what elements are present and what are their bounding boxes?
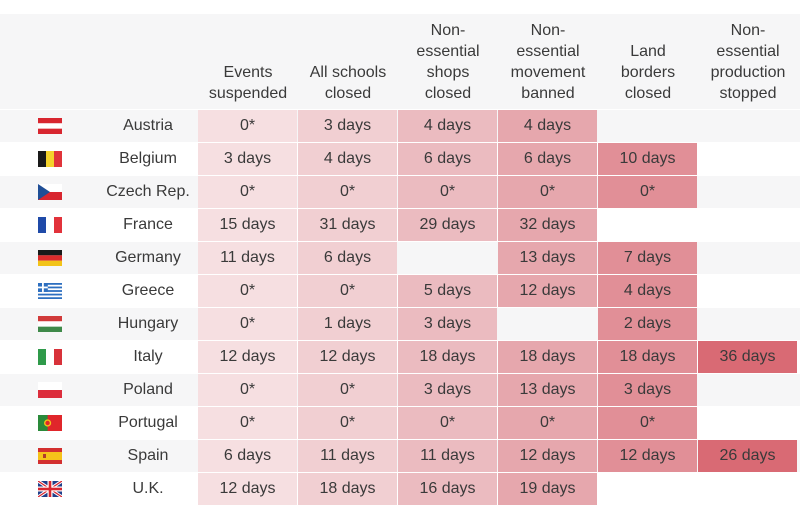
- france-flag-icon: [38, 217, 62, 233]
- measure-cell: 0*: [398, 407, 497, 439]
- germany-flag-icon: [38, 250, 62, 266]
- measure-cell: 18 days: [298, 473, 397, 505]
- measure-cell: 4 days: [498, 110, 597, 142]
- country-label: Portugal: [118, 414, 178, 431]
- measure-cell: 11 days: [398, 440, 497, 472]
- hungary-flag-icon: [38, 316, 62, 332]
- measure-cell: 1 days: [298, 308, 397, 340]
- measure-cell: 0*: [198, 176, 297, 208]
- measure-cell: 12 days: [298, 341, 397, 373]
- spain-flag-icon: [38, 448, 62, 464]
- column-header: Land borders closed: [620, 43, 676, 102]
- czech-flag-icon: [38, 184, 62, 200]
- measure-cell: 3 days: [598, 374, 697, 406]
- column-header: All schools closed: [309, 64, 387, 102]
- country-label: France: [123, 216, 173, 233]
- measure-cell: 0*: [398, 176, 497, 208]
- measure-cell: 6 days: [298, 242, 397, 274]
- measure-cell: 0*: [598, 407, 697, 439]
- measure-cell: 12 days: [198, 341, 297, 373]
- measure-cell: 11 days: [198, 242, 297, 274]
- measure-cell: 16 days: [398, 473, 497, 505]
- uk-flag-icon: [38, 481, 62, 497]
- measure-cell: 2 days: [598, 308, 697, 340]
- country-label: Italy: [133, 348, 163, 365]
- measure-cell: 12 days: [198, 473, 297, 505]
- header-stripe: [0, 14, 800, 109]
- measure-cell: 12 days: [498, 440, 597, 472]
- measure-cell: 7 days: [598, 242, 697, 274]
- measure-cell: 18 days: [598, 341, 697, 373]
- measure-cell: 0*: [498, 176, 597, 208]
- country-label: U.K.: [132, 480, 164, 497]
- measure-cell: 10 days: [598, 143, 697, 175]
- italy-flag-icon: [38, 349, 62, 365]
- measure-cell: 6 days: [398, 143, 497, 175]
- measure-cell: 0*: [298, 275, 397, 307]
- measure-cell: 3 days: [198, 143, 297, 175]
- measure-cell: 18 days: [498, 341, 597, 373]
- measure-cell: 13 days: [498, 374, 597, 406]
- measure-cell: 12 days: [498, 275, 597, 307]
- measure-cell: 19 days: [498, 473, 597, 505]
- measure-cell: 5 days: [398, 275, 497, 307]
- measure-cell: 29 days: [398, 209, 497, 241]
- measure-cell: 0*: [198, 110, 297, 142]
- country-label: Belgium: [119, 150, 177, 167]
- country-label: Hungary: [117, 315, 179, 332]
- measure-cell: 0*: [298, 176, 397, 208]
- measure-cell: 13 days: [498, 242, 597, 274]
- measure-cell: 3 days: [298, 110, 397, 142]
- measure-cell: 12 days: [598, 440, 697, 472]
- measure-cell: 3 days: [398, 308, 497, 340]
- country-label: Greece: [121, 282, 175, 299]
- measure-cell: 0*: [498, 407, 597, 439]
- portugal-flag-icon: [38, 415, 62, 431]
- measure-cell: 32 days: [498, 209, 597, 241]
- measure-cell: 15 days: [198, 209, 297, 241]
- measure-cell: 11 days: [298, 440, 397, 472]
- measure-cell: 31 days: [298, 209, 397, 241]
- column-header: Non- essential movement banned: [510, 22, 586, 102]
- measure-cell: 4 days: [398, 110, 497, 142]
- column-header: Non- essential shops closed: [416, 22, 480, 102]
- measure-cell: 0*: [198, 275, 297, 307]
- measure-cell: 0*: [298, 407, 397, 439]
- measure-cell: 0*: [198, 308, 297, 340]
- measure-cell: 4 days: [598, 275, 697, 307]
- country-label: Germany: [115, 249, 181, 266]
- country-label: Czech Rep.: [106, 183, 190, 200]
- measure-cell: 4 days: [298, 143, 397, 175]
- greece-flag-icon: [38, 283, 62, 299]
- poland-flag-icon: [38, 382, 62, 398]
- measure-cell: 18 days: [398, 341, 497, 373]
- measure-cell: 6 days: [198, 440, 297, 472]
- measure-cell: 0*: [298, 374, 397, 406]
- measure-cell: 0*: [198, 407, 297, 439]
- measure-cell: 0*: [598, 176, 697, 208]
- measure-cell: 26 days: [698, 440, 797, 472]
- measure-cell: 6 days: [498, 143, 597, 175]
- column-header: Events suspended: [208, 64, 288, 102]
- austria-flag-icon: [38, 118, 62, 134]
- belgium-flag-icon: [38, 151, 62, 167]
- measure-cell: 0*: [198, 374, 297, 406]
- country-label: Austria: [123, 117, 173, 134]
- country-label: Poland: [123, 381, 173, 398]
- measure-cell: 3 days: [398, 374, 497, 406]
- measure-cell: 36 days: [698, 341, 797, 373]
- country-label: Spain: [127, 447, 169, 464]
- column-header: Non- essential production stopped: [710, 22, 786, 102]
